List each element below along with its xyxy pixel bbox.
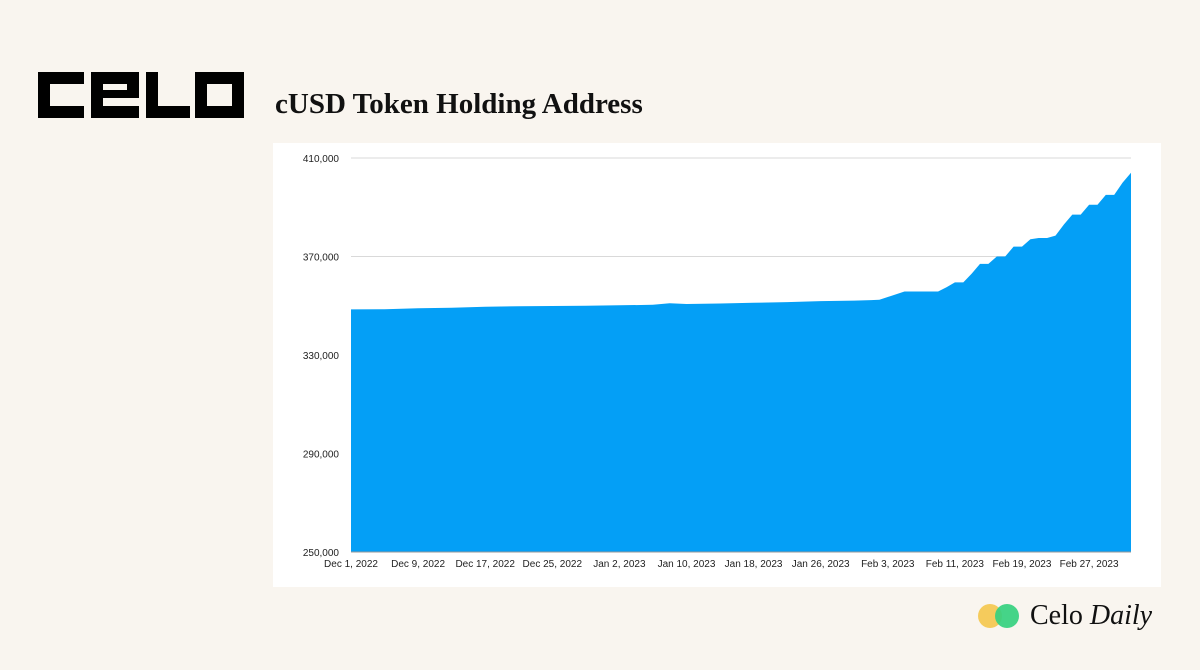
brand-name-celo: Celo [1030,600,1083,631]
celo-dots-icon [978,602,1022,630]
celo-logo [38,72,244,118]
x-tick-label: Jan 26, 2023 [792,559,850,570]
area-series [351,172,1131,553]
y-tick-label: 330,000 [303,351,340,362]
y-tick-label: 370,000 [303,253,340,264]
y-tick-label: 290,000 [303,450,340,461]
x-tick-label: Feb 11, 2023 [926,559,985,570]
green-circle-icon [995,604,1019,628]
x-tick-label: Feb 19, 2023 [992,559,1051,570]
x-tick-label: Dec 25, 2022 [523,559,583,570]
y-tick-label: 410,000 [303,154,340,165]
x-tick-label: Dec 1, 2022 [324,559,378,570]
x-tick-label: Dec 9, 2022 [391,559,445,570]
x-tick-label: Jan 2, 2023 [593,559,646,570]
x-tick-label: Jan 18, 2023 [725,559,783,570]
logo-letter-l [146,72,190,118]
x-tick-label: Feb 27, 2023 [1060,559,1119,570]
area-chart: 250,000 290,000 330,000 370,000 410,000 Dec 1… [303,154,1131,570]
logo-letter-e [91,72,139,118]
y-tick-label: 250,000 [303,548,340,559]
celo-daily-brand: Celo Daily [978,600,1152,632]
x-tick-label: Jan 10, 2023 [658,559,716,570]
logo-letter-c [38,72,84,118]
brand-name: Celo Daily [1030,600,1152,632]
chart-card: 250,000 290,000 330,000 370,000 410,000 Dec 1… [273,143,1161,587]
x-tick-label: Dec 17, 2022 [455,559,515,570]
page-title: cUSD Token Holding Address [275,88,643,120]
logo-letter-o [195,72,244,118]
brand-name-daily: Daily [1089,600,1153,631]
x-tick-label: Feb 3, 2023 [861,559,915,570]
